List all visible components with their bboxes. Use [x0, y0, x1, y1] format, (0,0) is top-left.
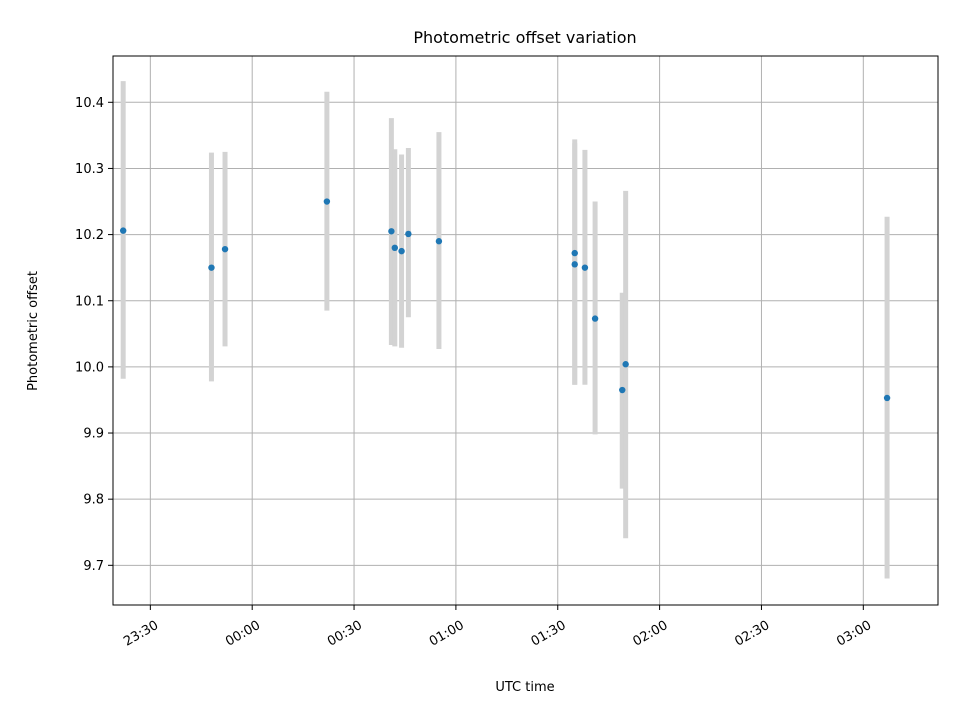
data-point [208, 264, 215, 271]
y-tick-label: 10.0 [75, 360, 104, 375]
data-point [571, 261, 578, 268]
data-point [619, 386, 626, 394]
y-tick-label: 10.2 [75, 228, 104, 243]
chart-title: Photometric offset variation [413, 28, 636, 47]
data-point [571, 249, 578, 257]
data-point [622, 361, 629, 368]
data-point [391, 244, 398, 252]
y-axis-label: Photometric offset [26, 271, 41, 391]
data-point [221, 245, 229, 253]
x-axis-label: UTC time [495, 680, 554, 695]
y-tick-label: 10.4 [75, 96, 104, 111]
y-tick-label: 9.9 [83, 427, 104, 442]
data-point [323, 198, 331, 205]
y-tick-label: 9.8 [83, 493, 104, 508]
plot-frame [112, 55, 939, 606]
data-point [119, 227, 127, 234]
data-point [388, 228, 395, 235]
y-axis-ticks: 9.7 9.8 9.9 10.0 10.1 10.2 10.3 10.4 [75, 96, 113, 574]
y-tick-label: 10.3 [75, 162, 104, 177]
data-point [398, 247, 405, 255]
y-tick-label: 10.1 [75, 294, 104, 309]
data-point [591, 315, 599, 322]
data-point [883, 394, 891, 402]
grid-layer [113, 56, 938, 605]
data-point [581, 264, 589, 271]
y-tick-label: 9.7 [83, 559, 104, 574]
data-point [405, 230, 412, 238]
data-point [435, 238, 443, 245]
data-point-layer [119, 198, 891, 402]
